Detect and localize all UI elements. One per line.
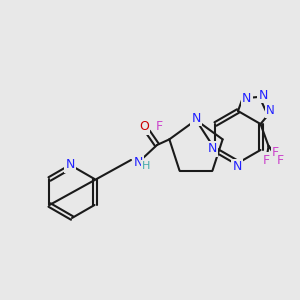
Text: F: F (272, 146, 279, 158)
Text: N: N (259, 89, 268, 102)
Text: N: N (232, 160, 242, 173)
Text: N: N (191, 112, 201, 124)
Text: F: F (263, 154, 270, 166)
Text: O: O (139, 121, 149, 134)
Text: N: N (65, 158, 75, 172)
Text: F: F (277, 154, 284, 166)
Text: N: N (242, 92, 251, 105)
Text: H: H (142, 161, 150, 171)
Text: N: N (133, 157, 143, 169)
Text: F: F (156, 120, 163, 133)
Text: N: N (266, 104, 274, 117)
Text: N: N (208, 142, 217, 155)
